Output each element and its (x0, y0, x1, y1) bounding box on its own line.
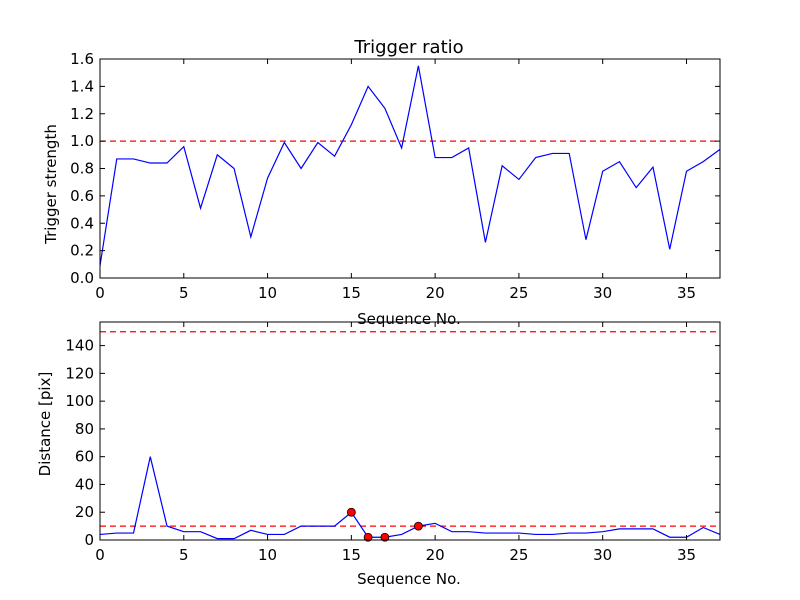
data-point-marker (413, 521, 423, 531)
y-tick-label: 0.0 (70, 269, 94, 287)
y-tick-label: 20 (75, 503, 94, 521)
y-axis-label: Trigger strength (42, 124, 60, 245)
x-tick-label: 20 (426, 546, 445, 564)
y-tick-label: 40 (75, 475, 94, 493)
x-tick-label: 25 (509, 546, 528, 564)
y-tick-label: 0.8 (70, 160, 94, 178)
x-tick-label: 15 (342, 284, 361, 302)
x-tick-label: 0 (95, 546, 105, 564)
x-tick-label: 0 (95, 284, 105, 302)
x-axis-label: Sequence No. (357, 570, 461, 588)
y-tick-label: 1.2 (70, 105, 94, 123)
y-tick-label: 0.2 (70, 242, 94, 260)
chart-title: Trigger ratio (353, 37, 463, 58)
data-point-marker (346, 507, 356, 517)
y-tick-label: 1.6 (70, 50, 94, 68)
x-tick-label: 10 (258, 284, 277, 302)
y-tick-label: 100 (65, 392, 94, 410)
data-point-marker (380, 532, 390, 542)
x-tick-label: 10 (258, 546, 277, 564)
x-tick-label: 15 (342, 546, 361, 564)
y-tick-label: 0 (84, 531, 94, 549)
x-tick-label: 30 (593, 284, 612, 302)
x-tick-label: 30 (593, 546, 612, 564)
x-tick-label: 35 (677, 284, 696, 302)
series-line (99, 456, 721, 540)
y-tick-label: 120 (65, 364, 94, 382)
x-tick-label: 35 (677, 546, 696, 564)
y-tick-label: 80 (75, 420, 94, 438)
plot-frame (99, 321, 721, 541)
y-tick-label: 1.4 (70, 77, 94, 95)
trigger-ratio-chart: Trigger ratio Sequence No. Trigger stren… (42, 37, 721, 328)
series-line (99, 65, 721, 266)
y-axis-label: Distance [pix] (36, 372, 54, 477)
y-tick-label: 1.0 (70, 132, 94, 150)
y-tick-label: 0.6 (70, 187, 94, 205)
data-point-marker (363, 532, 373, 542)
x-tick-label: 25 (509, 284, 528, 302)
x-axis-label: Sequence No. (357, 310, 461, 328)
y-tick-label: 0.4 (70, 214, 94, 232)
y-tick-label: 60 (75, 448, 94, 466)
plot-frame (99, 58, 721, 279)
x-tick-label: 5 (179, 546, 189, 564)
distance-chart: Sequence No. Distance [pix] 0 5 10 15 20 25 30… (36, 321, 721, 588)
x-tick-label: 5 (179, 284, 189, 302)
x-tick-label: 20 (426, 284, 445, 302)
y-tick-label: 140 (65, 337, 94, 355)
